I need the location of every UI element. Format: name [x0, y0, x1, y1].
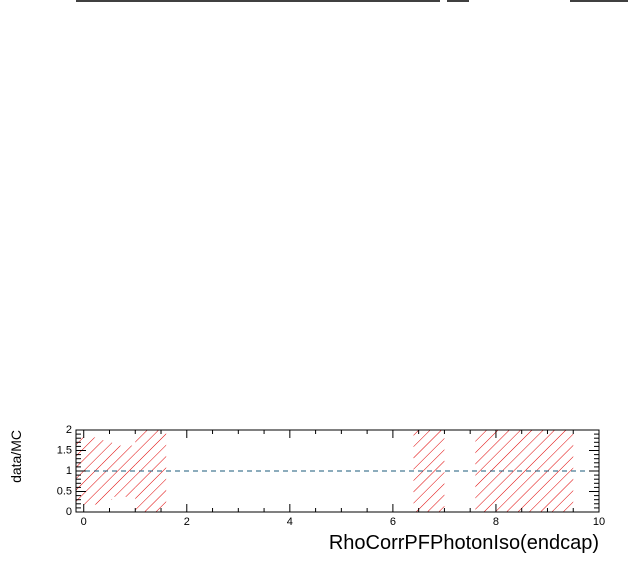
x-tick-label: 4 [287, 516, 293, 528]
y-tick-label: 2 [66, 424, 72, 436]
y-tick-label: 1.5 [57, 445, 72, 457]
x-axis-title: RhoCorrPFPhotonIso(endcap) [329, 532, 599, 554]
y-tick-label: 0 [66, 506, 72, 518]
y-axis-title: data/MC [8, 430, 24, 483]
x-tick-label: 8 [493, 516, 499, 528]
x-tick-label: 6 [390, 516, 396, 528]
x-tick-label: 0 [81, 516, 87, 528]
y-tick-label: 1 [66, 465, 72, 477]
x-tick-label: 2 [184, 516, 190, 528]
y-tick-label: 0.5 [57, 486, 72, 498]
uncertainty-band [101, 440, 113, 500]
x-tick-label: 10 [593, 516, 605, 528]
